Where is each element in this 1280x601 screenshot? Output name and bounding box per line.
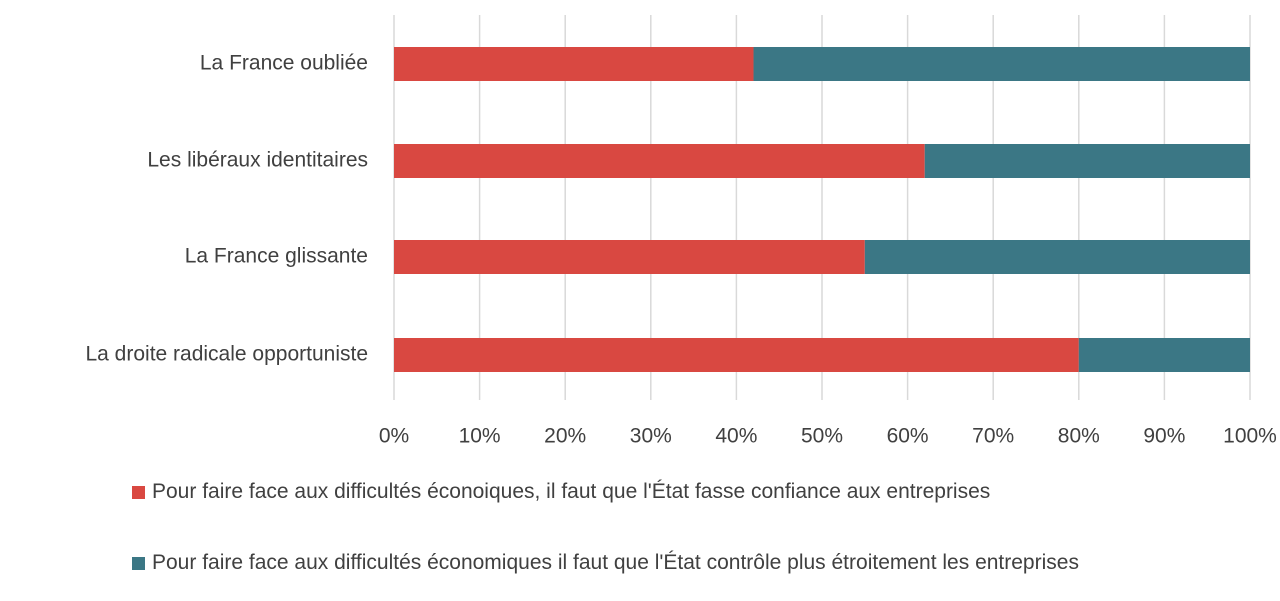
- x-tick-label: 90%: [1143, 425, 1185, 448]
- bar-segment: [1078, 338, 1250, 372]
- x-tick-label: 0%: [379, 425, 409, 448]
- x-tick-label: 20%: [544, 425, 586, 448]
- x-tick-label: 30%: [630, 425, 672, 448]
- y-tick-label: Les libéraux identitaires: [147, 149, 368, 172]
- x-tick-label: 10%: [459, 425, 501, 448]
- y-tick-label: La France glissante: [185, 245, 368, 268]
- legend-label: Pour faire face aux difficultés éconoiqu…: [152, 480, 991, 503]
- x-tick-label: 60%: [887, 425, 929, 448]
- bar-segment: [924, 144, 1250, 178]
- plot: 0% 10% 20% 30% 40% 50% 60% 70% 80% 90% 100% La Fran…: [85, 15, 1277, 448]
- bar-segment: [394, 144, 925, 178]
- x-tick-label: 100%: [1223, 425, 1277, 448]
- legend-label: Pour faire face aux difficultés économiq…: [152, 551, 1079, 574]
- x-tick-label: 40%: [715, 425, 757, 448]
- bar-segment: [394, 47, 754, 81]
- legend-item: Pour faire face aux difficultés éconoiqu…: [132, 478, 1092, 506]
- x-tick-label: 50%: [801, 425, 843, 448]
- legend-item: Pour faire face aux difficultés économiq…: [132, 549, 1212, 577]
- legend-swatch: [132, 557, 145, 570]
- legend-swatch: [132, 486, 145, 499]
- x-tick-label: 80%: [1058, 425, 1100, 448]
- x-tick-label: 70%: [972, 425, 1014, 448]
- y-tick-label: La droite radicale opportuniste: [85, 343, 368, 366]
- bar-segment: [864, 240, 1250, 274]
- y-tick-label: La France oubliée: [200, 52, 368, 75]
- bar-segment: [394, 240, 865, 274]
- bar-segment: [753, 47, 1250, 81]
- bar-segment: [394, 338, 1079, 372]
